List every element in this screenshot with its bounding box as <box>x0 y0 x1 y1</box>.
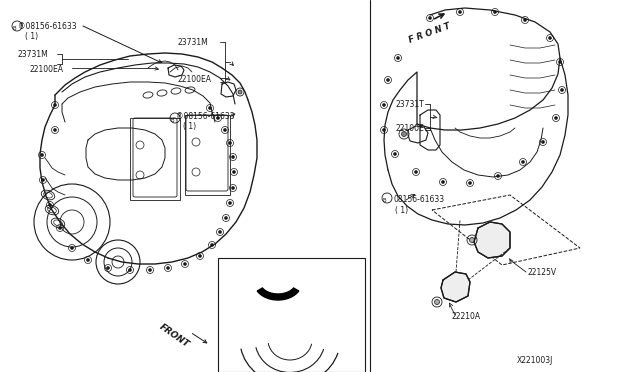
Circle shape <box>468 182 472 185</box>
Circle shape <box>230 338 234 342</box>
Circle shape <box>230 293 234 297</box>
Circle shape <box>397 57 399 60</box>
Circle shape <box>232 155 234 158</box>
Circle shape <box>54 103 56 106</box>
Text: B: B <box>170 119 174 124</box>
Circle shape <box>184 263 186 266</box>
Text: 08156-61633: 08156-61633 <box>394 195 445 204</box>
Circle shape <box>232 170 236 173</box>
Circle shape <box>522 160 525 164</box>
Circle shape <box>228 141 232 144</box>
Text: B: B <box>12 26 16 32</box>
Circle shape <box>383 128 385 131</box>
Circle shape <box>49 203 51 206</box>
Circle shape <box>58 227 61 230</box>
Circle shape <box>401 131 406 137</box>
Circle shape <box>228 202 232 205</box>
Circle shape <box>442 180 445 183</box>
Circle shape <box>346 290 350 294</box>
Text: 22100E: 22100E <box>396 124 425 133</box>
Circle shape <box>166 266 170 269</box>
Circle shape <box>470 237 474 243</box>
Circle shape <box>435 299 440 305</box>
Text: ( 1): ( 1) <box>395 206 408 215</box>
Circle shape <box>216 116 220 119</box>
Text: 23731M: 23731M <box>18 50 49 59</box>
Text: 23731T: 23731T <box>396 100 425 109</box>
Circle shape <box>548 36 552 39</box>
Circle shape <box>40 154 44 157</box>
Circle shape <box>218 231 221 234</box>
Circle shape <box>346 336 350 340</box>
Circle shape <box>415 170 417 173</box>
Polygon shape <box>257 288 299 300</box>
Circle shape <box>561 89 563 92</box>
Circle shape <box>54 128 56 131</box>
Circle shape <box>106 266 109 269</box>
Bar <box>218 258 365 372</box>
Text: F R O N T: F R O N T <box>408 22 452 45</box>
Circle shape <box>559 61 561 64</box>
Text: 22125V: 22125V <box>528 268 557 277</box>
Circle shape <box>238 90 242 94</box>
Text: 22100EA: 22100EA <box>178 75 212 84</box>
Circle shape <box>524 19 527 22</box>
Circle shape <box>497 174 499 177</box>
Text: 22210A: 22210A <box>452 312 481 321</box>
Circle shape <box>541 141 545 144</box>
Circle shape <box>70 247 74 250</box>
Text: ( 1): ( 1) <box>25 32 38 41</box>
Circle shape <box>223 128 227 131</box>
Polygon shape <box>474 222 510 258</box>
Text: FRONT: FRONT <box>158 322 191 349</box>
Circle shape <box>86 259 90 262</box>
Text: X221003J: X221003J <box>516 356 553 365</box>
Circle shape <box>394 153 397 155</box>
Circle shape <box>209 106 211 109</box>
Circle shape <box>493 10 497 13</box>
Circle shape <box>129 269 131 272</box>
Text: ®08156-61633: ®08156-61633 <box>18 22 77 31</box>
Text: 23731TA: 23731TA <box>238 353 271 362</box>
Circle shape <box>383 103 385 106</box>
Polygon shape <box>441 272 470 302</box>
Circle shape <box>198 254 202 257</box>
Circle shape <box>42 179 45 182</box>
Circle shape <box>458 10 461 13</box>
Text: B: B <box>382 199 386 203</box>
Circle shape <box>211 244 214 247</box>
Text: 22100EA: 22100EA <box>30 65 64 74</box>
Text: ( 1): ( 1) <box>183 122 196 131</box>
Circle shape <box>429 16 431 19</box>
Text: 23731M: 23731M <box>178 38 209 47</box>
Circle shape <box>232 186 234 189</box>
Circle shape <box>554 116 557 119</box>
Text: ®08156-61633: ®08156-61633 <box>176 112 235 121</box>
Circle shape <box>148 269 152 272</box>
Circle shape <box>225 217 227 219</box>
Circle shape <box>387 78 390 81</box>
